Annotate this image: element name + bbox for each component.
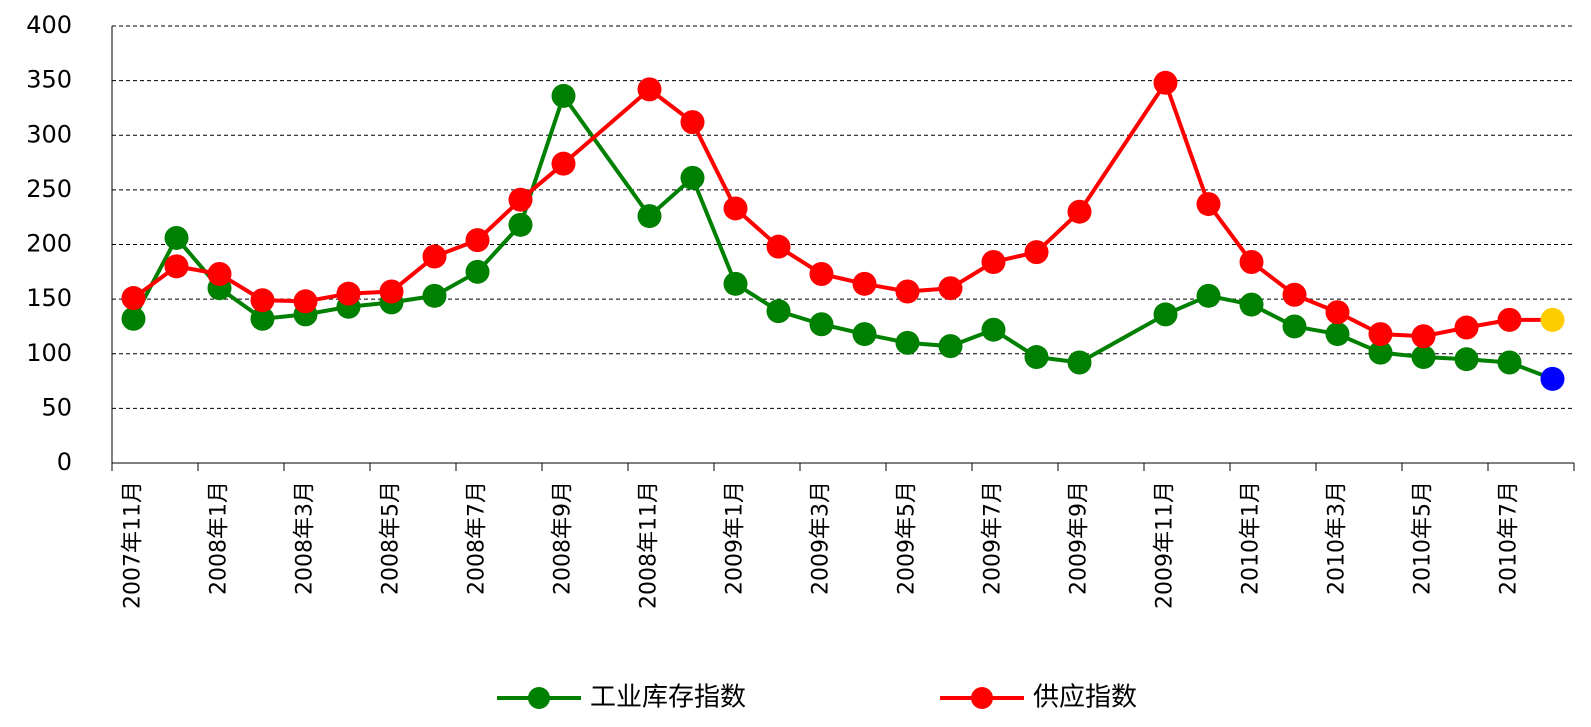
x-tick-label: 2010年1月 xyxy=(1239,481,1264,595)
gap-connector xyxy=(1077,81,1168,213)
y-tick-label: 250 xyxy=(26,175,72,203)
point xyxy=(1282,282,1307,307)
gap-connector xyxy=(562,87,651,166)
point xyxy=(1196,192,1221,217)
point xyxy=(766,299,791,324)
point xyxy=(1497,350,1522,375)
point xyxy=(895,279,920,304)
x-tick-label: 2009年7月 xyxy=(981,481,1006,595)
point xyxy=(551,83,576,108)
point xyxy=(852,322,877,347)
point xyxy=(895,330,920,355)
legend-marker xyxy=(971,687,993,709)
point xyxy=(207,261,232,286)
point xyxy=(465,228,490,253)
point xyxy=(1067,350,1092,375)
point xyxy=(1325,322,1350,347)
x-tick-label: 2008年7月 xyxy=(465,481,490,595)
point xyxy=(981,317,1006,342)
y-tick-label: 150 xyxy=(26,284,72,312)
point xyxy=(422,283,447,308)
gap-connector xyxy=(1078,312,1167,365)
point xyxy=(250,288,275,313)
point xyxy=(164,254,189,279)
y-tick-label: 0 xyxy=(57,448,72,476)
point xyxy=(938,334,963,359)
y-tick-label: 100 xyxy=(26,339,72,367)
x-tick-label: 2008年1月 xyxy=(207,481,232,595)
point xyxy=(1153,70,1178,95)
point xyxy=(1239,249,1264,274)
x-tick-label: 2009年5月 xyxy=(895,481,920,595)
point xyxy=(981,249,1006,274)
legend-label: 供应指数 xyxy=(1033,683,1137,713)
point xyxy=(1368,340,1393,365)
point xyxy=(508,212,533,237)
point xyxy=(551,151,576,176)
point xyxy=(1024,240,1049,265)
point xyxy=(1153,302,1178,327)
point xyxy=(336,281,361,306)
x-tick-label: 2008年5月 xyxy=(379,481,404,595)
point xyxy=(1239,292,1264,317)
y-tick-label: 200 xyxy=(26,230,72,258)
point xyxy=(250,306,275,331)
legend-marker xyxy=(528,687,550,709)
point xyxy=(1497,307,1522,332)
point xyxy=(1024,345,1049,370)
point xyxy=(852,271,877,296)
point xyxy=(1411,345,1436,370)
point xyxy=(293,289,318,314)
x-tick-label: 2008年3月 xyxy=(293,481,318,595)
point xyxy=(121,306,146,331)
y-tick-label: 300 xyxy=(26,120,72,148)
point xyxy=(637,204,662,229)
point xyxy=(1368,322,1393,347)
x-tick-label: 2009年3月 xyxy=(809,481,834,595)
point xyxy=(508,187,533,212)
point xyxy=(1540,307,1565,332)
series-line xyxy=(1164,293,1554,381)
x-tick-label: 2007年11月 xyxy=(121,481,146,609)
point xyxy=(809,312,834,337)
y-tick-label: 400 xyxy=(26,11,72,39)
point xyxy=(723,196,748,221)
point xyxy=(1454,315,1479,340)
y-tick-label: 50 xyxy=(41,393,72,421)
point xyxy=(1540,366,1565,391)
x-tick-label: 2009年1月 xyxy=(723,481,748,595)
point xyxy=(121,286,146,311)
point xyxy=(1282,314,1307,339)
point xyxy=(1325,300,1350,325)
point xyxy=(1196,283,1221,308)
x-tick-label: 2008年11月 xyxy=(637,481,662,609)
point xyxy=(809,261,834,286)
point xyxy=(465,259,490,284)
x-tick-label: 2008年9月 xyxy=(551,481,576,595)
series-line xyxy=(132,162,565,304)
point xyxy=(637,77,662,102)
gap-connector xyxy=(561,94,652,218)
x-tick-label: 2010年3月 xyxy=(1325,481,1350,595)
point xyxy=(1067,199,1092,224)
point xyxy=(723,271,748,296)
legend-label: 工业库存指数 xyxy=(590,683,746,713)
point xyxy=(766,234,791,259)
point xyxy=(680,165,705,190)
point xyxy=(938,276,963,301)
point xyxy=(164,225,189,250)
point xyxy=(1454,347,1479,372)
x-tick-label: 2009年11月 xyxy=(1153,481,1178,609)
series-line xyxy=(648,87,1081,294)
point xyxy=(1411,324,1436,349)
series-line xyxy=(1163,82,1553,339)
x-tick-label: 2009年9月 xyxy=(1067,481,1092,595)
x-tick-label: 2010年5月 xyxy=(1411,481,1436,595)
point xyxy=(422,244,447,269)
x-tick-label: 2010年7月 xyxy=(1497,481,1522,595)
y-tick-label: 350 xyxy=(26,66,72,94)
point xyxy=(379,279,404,304)
point xyxy=(680,110,705,135)
